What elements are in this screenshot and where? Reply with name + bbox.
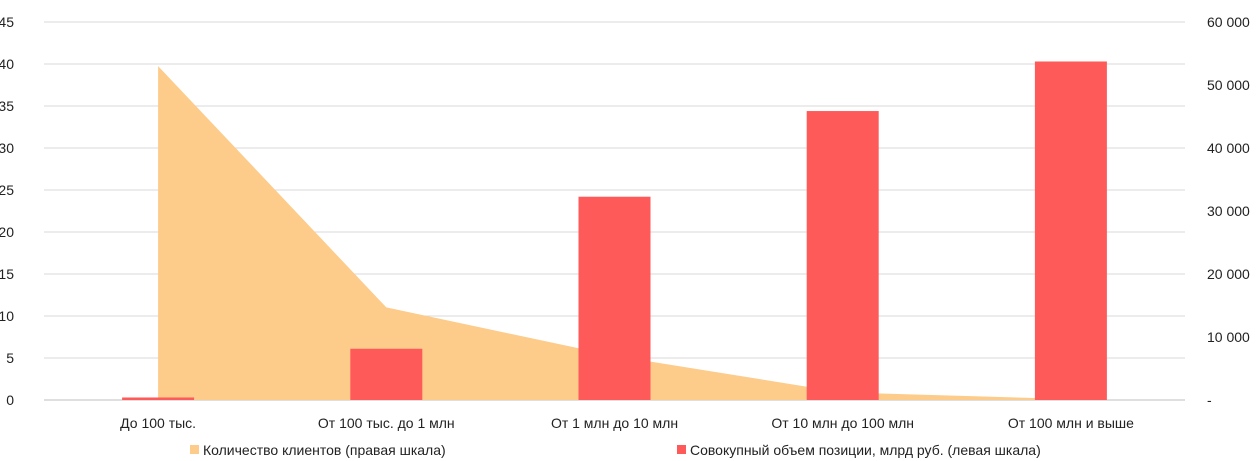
left-axis-tick-label: 0 <box>6 392 14 408</box>
legend-label: Количество клиентов (правая шкала) <box>203 442 446 458</box>
left-axis-tick-label: 15 <box>0 266 14 282</box>
right-axis-tick-label: 40 000 <box>1207 140 1250 156</box>
right-axis-tick-label: 10 000 <box>1207 329 1250 345</box>
category-label: От 1 млн до 10 млн <box>551 415 678 431</box>
bar <box>122 397 195 400</box>
legend-swatch <box>190 445 199 454</box>
right-axis: - 10 000 20 000 30 000 40 000 50 000 60 000 <box>1207 14 1250 408</box>
right-axis-tick-label: 60 000 <box>1207 14 1250 30</box>
left-axis-tick-label: 20 <box>0 224 14 240</box>
left-axis-tick-label: 25 <box>0 182 14 198</box>
bar <box>578 196 651 400</box>
category-label: До 100 тыс. <box>120 415 196 431</box>
left-axis-tick-label: 5 <box>6 350 14 366</box>
bar <box>350 348 423 400</box>
left-axis-tick-label: 40 <box>0 56 14 72</box>
left-axis: 0 5 10 15 20 25 30 35 40 45 <box>0 14 14 408</box>
left-axis-tick-label: 45 <box>0 14 14 30</box>
left-axis-tick-label: 35 <box>0 98 14 114</box>
category-label: От 100 млн и выше <box>1008 415 1134 431</box>
category-label: От 100 тыс. до 1 млн <box>318 415 455 431</box>
category-axis: До 100 тыс. От 100 тыс. до 1 млн От 1 млн … <box>120 415 1134 431</box>
left-axis-tick-label: 10 <box>0 308 14 324</box>
bar <box>1034 61 1107 400</box>
category-label: От 10 млн до 100 млн <box>771 415 914 431</box>
right-axis-tick-label: 30 000 <box>1207 203 1250 219</box>
bar-layer <box>122 61 1107 400</box>
right-axis-tick-label: 50 000 <box>1207 77 1250 93</box>
legend: Количество клиентов (правая шкала) Совоку… <box>190 442 1041 458</box>
legend-label: Совокупный объем позиции, млрд руб. (лев… <box>690 442 1041 458</box>
left-axis-tick-label: 30 <box>0 140 14 156</box>
right-axis-tick-label: - <box>1207 392 1212 408</box>
bar <box>806 111 879 400</box>
right-axis-tick-label: 20 000 <box>1207 266 1250 282</box>
legend-swatch <box>677 445 686 454</box>
area-series-clients <box>158 66 1071 400</box>
